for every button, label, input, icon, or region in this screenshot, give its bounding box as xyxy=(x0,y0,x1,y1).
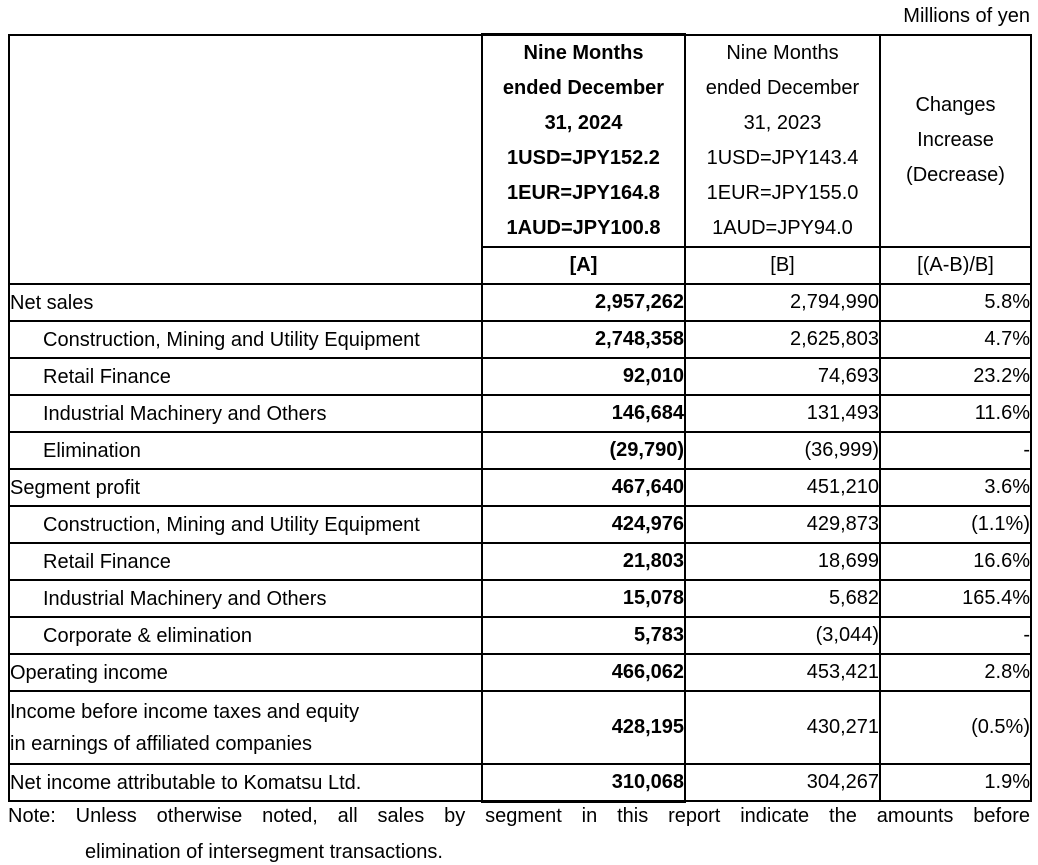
change-cell: (1.1%) xyxy=(879,505,1032,544)
footnote: Note: Unless otherwise noted, all sales … xyxy=(8,803,1030,865)
row-label-cell: Corporate & elimination xyxy=(8,616,483,655)
table-row: Net income attributable to Komatsu Ltd. … xyxy=(8,763,1032,803)
change-cell: 16.6% xyxy=(879,542,1032,581)
value-b-cell: (3,044) xyxy=(684,616,881,655)
table-row: Industrial Machinery and Others 146,684 … xyxy=(8,394,1032,433)
value-a-cell: 92,010 xyxy=(481,357,686,396)
change-cell: - xyxy=(879,616,1032,655)
change-cell: 1.9% xyxy=(879,763,1032,802)
row-label-cell: Retail Finance xyxy=(8,542,483,581)
header-row-refs: [A] [B] [(A-B)/B] xyxy=(9,246,1032,285)
table-row: Corporate & elimination 5,783 (3,044) - xyxy=(8,616,1032,655)
row-label-cell: Construction, Mining and Utility Equipme… xyxy=(8,320,483,359)
table-row: Net sales 2,957,262 2,794,990 5.8% xyxy=(8,283,1032,322)
change-cell: 5.8% xyxy=(879,283,1032,322)
value-a-cell: 428,195 xyxy=(481,690,686,765)
value-b-cell: 304,267 xyxy=(684,763,881,802)
value-a-cell: 2,748,358 xyxy=(481,320,686,359)
header-changes: Changes Increase (Decrease) xyxy=(879,33,1032,248)
table-row: Income before income taxes and equity in… xyxy=(8,690,1032,765)
header-blank-cell xyxy=(8,33,483,285)
row-label-cell: Income before income taxes and equity in… xyxy=(8,690,483,765)
row-label-cell: Elimination xyxy=(8,431,483,470)
value-b-cell: 131,493 xyxy=(684,394,881,433)
change-cell: 4.7% xyxy=(879,320,1032,359)
value-b-cell: (36,999) xyxy=(684,431,881,470)
table-row: Construction, Mining and Utility Equipme… xyxy=(8,505,1032,544)
change-cell: 23.2% xyxy=(879,357,1032,396)
header-ref-b: [B] xyxy=(684,246,881,285)
footnote-line2: elimination of intersegment transactions… xyxy=(85,841,443,863)
header-row-periods: Nine Months ended December 31, 2024 1USD… xyxy=(8,33,1032,285)
value-a-cell: 5,783 xyxy=(481,616,686,655)
value-a-cell: 146,684 xyxy=(481,394,686,433)
value-b-cell: 18,699 xyxy=(684,542,881,581)
row-label-cell: Net income attributable to Komatsu Ltd. xyxy=(8,763,483,802)
value-b-cell: 74,693 xyxy=(684,357,881,396)
table-row: Elimination (29,790) (36,999) - xyxy=(8,431,1032,470)
table-row: Operating income 466,062 453,421 2.8% xyxy=(8,653,1032,692)
value-a-cell: 467,640 xyxy=(481,468,686,507)
row-label-cell: Net sales xyxy=(8,283,483,322)
row-label-cell: Retail Finance xyxy=(8,357,483,396)
table-row: Segment profit 467,640 451,210 3.6% xyxy=(8,468,1032,507)
change-cell: 3.6% xyxy=(879,468,1032,507)
header-ref-change: [(A-B)/B] xyxy=(879,246,1032,285)
change-cell: 11.6% xyxy=(879,394,1032,433)
table-row: Construction, Mining and Utility Equipme… xyxy=(8,320,1032,359)
value-b-cell: 430,271 xyxy=(684,690,881,765)
table-row: Retail Finance 21,803 18,699 16.6% xyxy=(8,542,1032,581)
header-ref-a: [A] xyxy=(481,246,686,285)
row-label-cell: Industrial Machinery and Others xyxy=(8,579,483,618)
value-b-cell: 5,682 xyxy=(684,579,881,618)
value-a-cell: 310,068 xyxy=(481,763,686,803)
row-label-cell: Industrial Machinery and Others xyxy=(8,394,483,433)
unit-label: Millions of yen xyxy=(903,5,1030,27)
value-b-cell: 451,210 xyxy=(684,468,881,507)
row-label-cell: Segment profit xyxy=(8,468,483,507)
header-period-2023: Nine Months ended December 31, 2023 1USD… xyxy=(684,33,881,248)
change-cell: - xyxy=(879,431,1032,470)
value-b-cell: 429,873 xyxy=(684,505,881,544)
footnote-line1: Note: Unless otherwise noted, all sales … xyxy=(8,805,1030,827)
value-a-cell: 15,078 xyxy=(481,579,686,618)
table-row: Industrial Machinery and Others 15,078 5… xyxy=(8,579,1032,618)
change-cell: 2.8% xyxy=(879,653,1032,692)
row-label-cell: Operating income xyxy=(8,653,483,692)
segment-results-table: Nine Months ended December 31, 2024 1USD… xyxy=(8,33,1032,803)
value-b-cell: 2,625,803 xyxy=(684,320,881,359)
table-row: Retail Finance 92,010 74,693 23.2% xyxy=(8,357,1032,396)
value-a-cell: (29,790) xyxy=(481,431,686,470)
value-a-cell: 21,803 xyxy=(481,542,686,581)
row-label-cell: Construction, Mining and Utility Equipme… xyxy=(8,505,483,544)
value-b-cell: 2,794,990 xyxy=(684,283,881,322)
change-cell: (0.5%) xyxy=(879,690,1032,765)
value-b-cell: 453,421 xyxy=(684,653,881,692)
value-a-cell: 466,062 xyxy=(481,653,686,692)
value-a-cell: 424,976 xyxy=(481,505,686,544)
value-a-cell: 2,957,262 xyxy=(481,283,686,322)
change-cell: 165.4% xyxy=(879,579,1032,618)
header-period-2024: Nine Months ended December 31, 2024 1USD… xyxy=(481,33,686,248)
